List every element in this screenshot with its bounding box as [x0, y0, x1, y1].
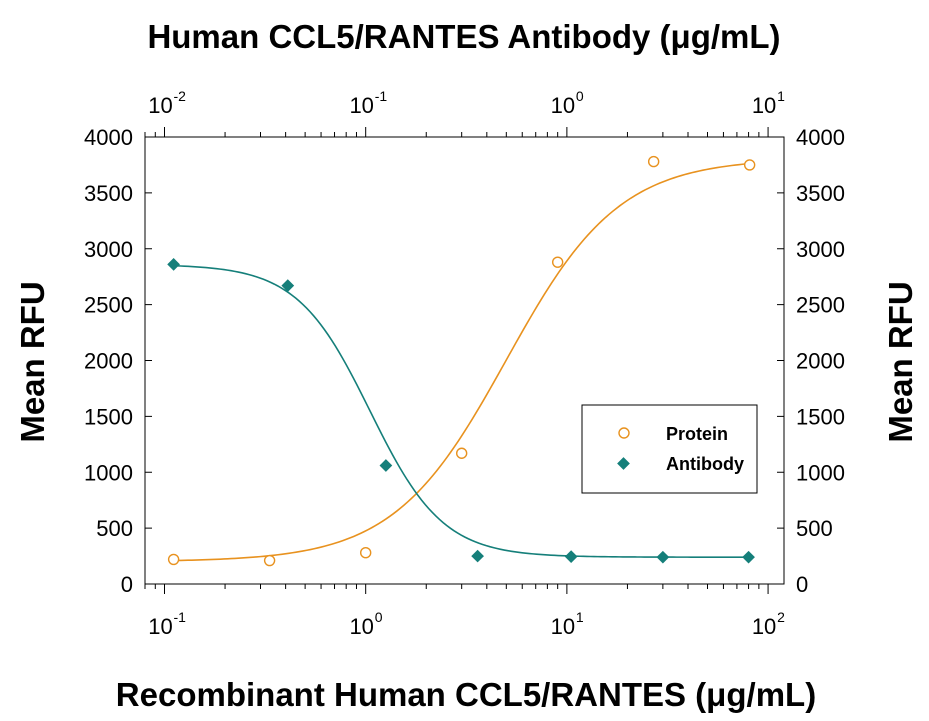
y-tick-label-left: 0	[121, 572, 133, 597]
protein-data-point	[263, 554, 276, 567]
y-tick-label-left: 1000	[84, 460, 133, 485]
x-tick-label-bottom: 10	[551, 614, 575, 639]
y-axis-label-right: Mean RFU	[882, 281, 919, 442]
x-tick-exponent-bottom: 2	[777, 609, 785, 625]
antibody-data-point	[742, 550, 755, 564]
antibody-fit-curve	[173, 264, 749, 558]
y-tick-label-right: 3000	[796, 237, 845, 262]
y-tick-label-right: 2500	[796, 293, 845, 318]
y-tick-label-left: 500	[96, 516, 133, 541]
protein-fit-curve	[173, 162, 750, 562]
y-tick-label-right: 0	[796, 572, 808, 597]
antibody-data-point	[471, 549, 484, 563]
x-tick-exponent-top: 0	[576, 88, 584, 104]
protein-data-point	[743, 159, 756, 171]
x-tick-exponent-bottom: -1	[173, 609, 186, 625]
y-axis-label-left: Mean RFU	[14, 281, 51, 442]
antibody-data-point	[379, 459, 393, 472]
protein-data-point	[359, 547, 372, 559]
x-tick-exponent-bottom: 1	[576, 609, 584, 625]
y-tick-label-right: 500	[796, 516, 833, 541]
y-tick-label-right: 1500	[796, 404, 845, 429]
y-tick-label-left: 3000	[84, 237, 133, 262]
y-tick-label-right: 2000	[796, 349, 845, 374]
y-tick-label-right: 3500	[796, 181, 845, 206]
x-tick-label-bottom: 10	[148, 614, 172, 639]
antibody-data-point	[281, 279, 295, 292]
x-tick-label-top: 10	[752, 93, 776, 118]
antibody-data-point	[167, 258, 180, 271]
antibody-data-point	[656, 550, 670, 564]
y-tick-label-left: 2500	[84, 293, 133, 318]
legend-box	[581, 404, 758, 494]
x-axis-label: Recombinant Human CCL5/RANTES (μg/mL)	[116, 676, 816, 713]
antibody-data-point	[564, 550, 578, 563]
x-tick-exponent-top: -1	[375, 88, 388, 104]
protein-data-point	[455, 447, 468, 459]
y-tick-label-left: 1500	[84, 404, 133, 429]
y-tick-label-left: 3500	[84, 181, 133, 206]
x-tick-exponent-bottom: 0	[375, 609, 383, 625]
x-tick-label-top: 10	[349, 93, 373, 118]
protein-data-point	[647, 155, 660, 168]
protein-data-point	[551, 256, 564, 268]
legend-antibody-label: Antibody	[666, 454, 744, 474]
plot-frame	[144, 136, 785, 585]
chart-title: Human CCL5/RANTES Antibody (μg/mL)	[147, 18, 780, 55]
x-tick-exponent-top: 1	[777, 88, 785, 104]
x-tick-exponent-top: -2	[173, 88, 186, 104]
y-tick-label-right: 1000	[796, 460, 845, 485]
x-tick-label-top: 10	[148, 93, 172, 118]
legend: Protein Antibody	[581, 404, 758, 494]
legend-protein-label: Protein	[666, 424, 728, 444]
y-tick-label-left: 2000	[84, 349, 133, 374]
x-tick-label-bottom: 10	[752, 614, 776, 639]
x-tick-label-bottom: 10	[349, 614, 373, 639]
y-tick-label-right: 4000	[796, 125, 845, 150]
y-tick-label-left: 4000	[84, 125, 133, 150]
legend-protein-marker	[618, 427, 630, 439]
protein-data-point	[167, 553, 180, 566]
x-tick-label-top: 10	[551, 93, 575, 118]
